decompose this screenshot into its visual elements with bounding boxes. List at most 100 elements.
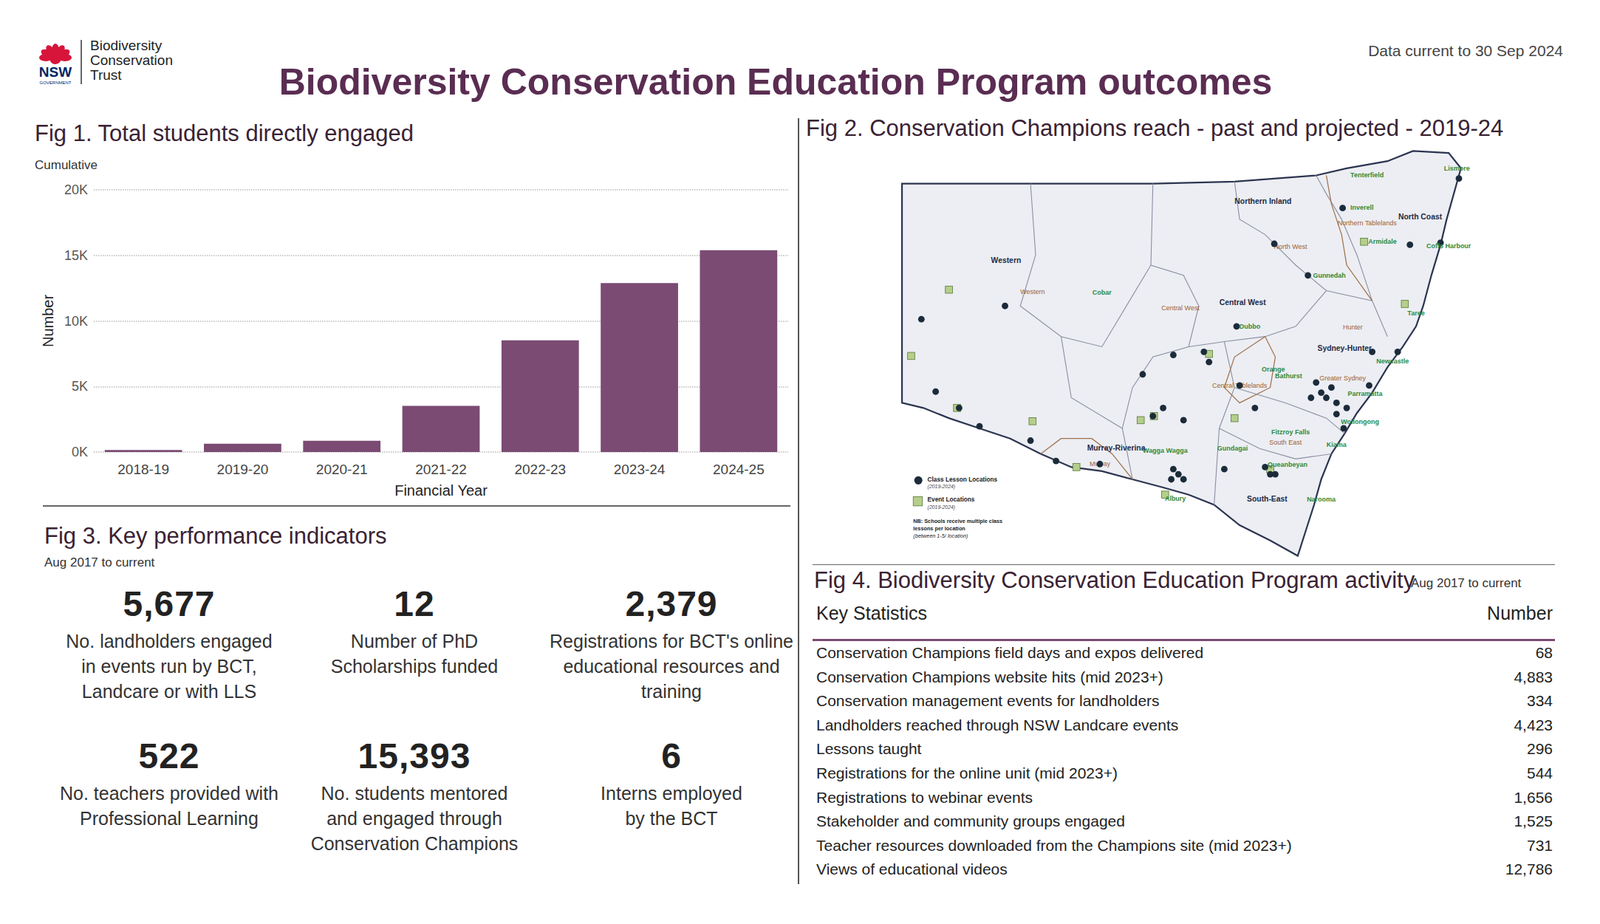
html-text:334: 334 [1526,692,1553,710]
svg-text:South-East: South-East [1246,494,1288,504]
svg-text:Inverell: Inverell [1350,203,1374,212]
html-text:Fig 2. Conservation Champions: Fig 2. Conservation Champions reach - pa… [805,115,1504,142]
html-text:Landholders reached through NS: Landholders reached through NSW Landcare… [816,716,1179,734]
html-text:6: 6 [661,736,682,776]
svg-text:Trust: Trust [90,67,122,83]
html-text:Number of PhD: Number of PhD [350,630,479,652]
svg-text:Fitzroy Falls: Fitzroy Falls [1271,428,1310,436]
html-text:Biodiversity Conservation Educ: Biodiversity Conservation Education Prog… [278,61,1273,103]
svg-text:Conservation: Conservation [90,52,173,68]
html-text:No. landholders engaged: No. landholders engaged [65,630,273,652]
svg-text:2024-25: 2024-25 [712,461,765,478]
svg-text:Queanbeyan: Queanbeyan [1267,460,1308,469]
svg-text:Newcastle: Newcastle [1376,357,1409,365]
svg-text:Event Locations: Event Locations [927,496,976,504]
svg-text:2021-22: 2021-22 [415,461,467,478]
svg-text:Bathurst: Bathurst [1274,372,1303,380]
svg-text:Class Lesson Locations: Class Lesson Locations [927,476,998,484]
html-text:Fig 3. Key performance indicat: Fig 3. Key performance indicators [44,522,387,549]
html-text:No. students mentored: No. students mentored [320,783,508,804]
svg-text:(2019-2024): (2019-2024) [927,483,956,490]
svg-text:20K: 20K [64,182,88,198]
html-text:Conservation Champions: Conservation Champions [310,833,519,854]
svg-text:Greater Sydney: Greater Sydney [1319,374,1366,382]
svg-text:Number: Number [39,294,57,348]
html-text:15,393: 15,393 [357,736,471,776]
svg-text:North Coast: North Coast [1398,212,1443,221]
svg-text:GOVERNMENT: GOVERNMENT [39,80,71,85]
html-text:522: 522 [138,736,200,776]
html-text:by the BCT: by the BCT [625,808,718,829]
html-text:and engaged through: and engaged through [326,808,503,829]
svg-text:North West: North West [1274,243,1308,251]
svg-text:Murray: Murray [1089,460,1111,468]
svg-text:Central West: Central West [1161,304,1200,312]
html-text:Data current to 30 Sep 2024: Data current to 30 Sep 2024 [1368,42,1564,60]
html-text:Professional Learning: Professional Learning [79,808,259,829]
svg-text:Northern Tablelands: Northern Tablelands [1337,219,1398,227]
svg-text:Dubbo: Dubbo [1239,322,1261,331]
html-text:Registrations for BCT's online: Registrations for BCT's online [549,630,794,652]
svg-text:Northern Inland: Northern Inland [1234,197,1292,206]
html-text:Fig 4. Biodiversity Conservati: Fig 4. Biodiversity Conservation Educati… [814,567,1415,594]
svg-text:South East: South East [1269,438,1302,447]
svg-text:2018-19: 2018-19 [117,461,170,478]
html-text:Conservation management events: Conservation management events for landh… [816,692,1160,710]
svg-text:Parramatta: Parramatta [1348,390,1384,398]
svg-text:lessons per location: lessons per location [913,525,966,532]
svg-text:Wollongong: Wollongong [1340,418,1380,426]
svg-text:Western: Western [991,256,1022,265]
svg-text:Narooma: Narooma [1306,495,1337,504]
html-text:Interns employed: Interns employed [600,783,743,804]
svg-text:Hunter: Hunter [1342,323,1363,331]
svg-text:Western: Western [1020,288,1045,296]
svg-text:Orange: Orange [1261,365,1285,374]
html-text:training: training [641,681,702,702]
html-text:Landcare or with LLS: Landcare or with LLS [81,681,257,702]
html-text:No. teachers provided with: No. teachers provided with [59,783,279,804]
html-text:Conservation Champions website: Conservation Champions website hits (mid… [816,668,1164,686]
svg-text:Murray-Riverina: Murray-Riverina [1087,443,1146,453]
svg-text:2022-23: 2022-23 [514,461,566,478]
svg-text:15K: 15K [64,248,88,263]
svg-text:10K: 10K [64,313,88,329]
svg-text:Cobar: Cobar [1092,288,1112,297]
svg-text:Gundagai: Gundagai [1217,444,1248,453]
svg-text:Biodiversity: Biodiversity [90,37,163,54]
svg-text:Albury: Albury [1164,494,1186,503]
svg-text:Tenterfield: Tenterfield [1350,171,1384,179]
html-text:Scholarships funded: Scholarships funded [330,655,499,677]
svg-text:2023-24: 2023-24 [613,461,666,478]
html-text:Conservation Champions field d: Conservation Champions field days and ex… [816,644,1204,662]
html-text:4,883: 4,883 [1513,668,1553,686]
svg-text:(2019-2024): (2019-2024) [927,504,956,511]
html-text:Fig 1. Total students directly: Fig 1. Total students directly engaged [34,120,414,147]
svg-text:NSW: NSW [39,64,72,80]
html-text:4,423: 4,423 [1513,716,1553,734]
svg-text:Coffs Harbour: Coffs Harbour [1426,242,1472,250]
svg-text:2020-21: 2020-21 [316,461,368,478]
svg-text:(between 1-5/ location): (between 1-5/ location) [913,532,968,540]
html-text:5,677: 5,677 [122,584,216,624]
html-text:2,379: 2,379 [625,584,718,624]
svg-text:Armidale: Armidale [1368,237,1397,246]
svg-text:0K: 0K [71,444,88,460]
svg-text:Financial Year: Financial Year [394,482,488,499]
svg-text:Wagga Wagga: Wagga Wagga [1142,446,1189,455]
svg-text:Gunnedah: Gunnedah [1312,271,1346,280]
svg-text:5K: 5K [71,378,88,394]
html-text:educational resources and: educational resources and [563,655,780,677]
svg-text:Kiama: Kiama [1326,440,1348,449]
html-text:Number: Number [1487,602,1553,624]
svg-text:Taree: Taree [1407,309,1425,317]
svg-text:Sydney-Hunter: Sydney-Hunter [1317,344,1373,353]
html-text:in events run by BCT,: in events run by BCT, [81,655,257,677]
svg-text:Central West: Central West [1219,298,1267,307]
html-text:12: 12 [393,584,435,624]
html-text:68: 68 [1535,644,1553,662]
svg-text:Central Tablelands: Central Tablelands [1212,381,1268,390]
svg-text:2019-20: 2019-20 [217,461,269,478]
html-text:Key Statistics: Key Statistics [816,602,928,624]
svg-text:NB: Schools receive multiple c: NB: Schools receive multiple class [913,517,1003,525]
svg-text:Lismore: Lismore [1444,164,1470,173]
